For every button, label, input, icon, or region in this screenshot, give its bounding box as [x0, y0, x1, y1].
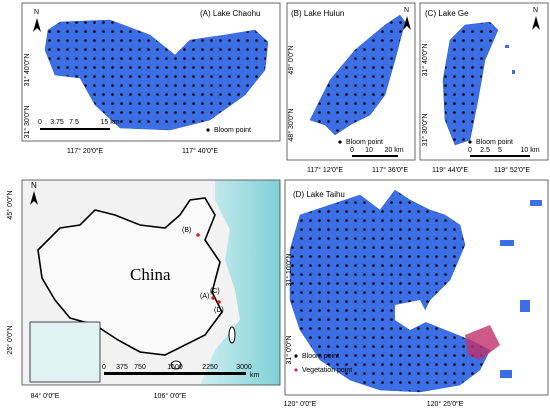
frame	[21, 179, 281, 386]
water-patch	[500, 240, 514, 246]
north-label: N	[404, 7, 409, 14]
inset-map	[29, 321, 101, 383]
scale-label: 10 km	[520, 147, 539, 154]
lon-label: 119° 44′0″E	[432, 166, 468, 174]
lat-label: 31° 30′0″N	[23, 105, 31, 138]
lat-label: 31° 40′0″N	[23, 53, 31, 86]
legend-dot	[294, 368, 298, 372]
north-arrow	[532, 16, 540, 30]
north-label: N	[34, 9, 39, 16]
vegetation-area	[465, 325, 500, 360]
panel-title: (B) Lake Hulun	[291, 9, 344, 18]
north-label: N	[533, 7, 538, 14]
country-label: China	[130, 265, 171, 284]
sea	[200, 180, 280, 385]
lat-label: 45° 0′0″N	[6, 190, 14, 219]
lat-label: 31° 0′0″N	[285, 335, 293, 364]
panel-title: (A) Lake Chaohu	[200, 9, 260, 18]
scale-bar	[40, 128, 110, 130]
lon-label: 119° 52′0″E	[494, 166, 530, 174]
scale-label: 2250	[202, 364, 218, 371]
scale-label: 0	[350, 147, 354, 154]
water-patch	[530, 200, 542, 206]
scale-bar	[352, 155, 398, 157]
north-arrow	[30, 191, 38, 205]
lake-marker: (D)	[214, 307, 224, 314]
lat-label: 31° 30′0″N	[421, 113, 429, 146]
scale-label: 2.5	[480, 147, 490, 154]
frame	[419, 2, 549, 161]
lake-taihu	[289, 189, 491, 393]
lake-marker: (C)	[210, 288, 220, 295]
lon-label: 84° 0′0″E	[31, 392, 60, 400]
scale-label: 3.75	[50, 119, 64, 126]
lake-ge	[442, 21, 499, 146]
scale-label: 0	[468, 147, 472, 154]
scale-label: 0	[102, 364, 106, 371]
panel-d: (D) Lake Taihu 31° 10′0″N 31° 0′0″N Bloo…	[284, 179, 549, 408]
scale-label: 15 km	[100, 119, 119, 126]
legend-label: Bloom point	[214, 127, 251, 134]
legend-dot	[338, 140, 342, 144]
water-patch	[500, 370, 512, 378]
lat-label: 49° 0′0″N	[287, 45, 295, 74]
lon-label: 117° 20′0″E	[67, 147, 103, 155]
north-arrow	[33, 18, 41, 32]
scale-bar	[104, 372, 246, 375]
scale-label: 5	[498, 147, 502, 154]
lake-location	[196, 233, 200, 237]
north-label: N	[31, 181, 37, 190]
scale-label: 750	[134, 364, 146, 371]
scale-label: 7.5	[69, 119, 79, 126]
scale-label: 20 km	[384, 147, 403, 154]
overview-map: N China (A) (B) (C) (D) 0 375 750 1500 2…	[6, 179, 281, 400]
scale-label: 0	[38, 119, 42, 126]
legend-label: Vegetation point	[302, 367, 352, 374]
lon-label: 120° 0′0″E	[284, 400, 317, 408]
panel-b: (B) Lake Hulun N 49° 0′0″N 48° 30′0″N Bl…	[286, 2, 416, 174]
legend-label: Bloom point	[476, 139, 513, 146]
lon-label: 120° 25′0″E	[427, 400, 464, 408]
legend-dot	[294, 354, 298, 358]
lake-marker: (B)	[182, 227, 191, 234]
water-patch	[505, 45, 509, 48]
north-arrow	[403, 16, 411, 30]
scale-label: 1500	[167, 364, 183, 371]
lake-marker: (A)	[200, 293, 209, 300]
frame	[286, 2, 416, 161]
lake-location	[217, 300, 221, 304]
panel-c: (C) Lake Ge N 31° 40′0″N 31° 30′0″N Bloo…	[419, 2, 549, 174]
island	[228, 326, 236, 344]
legend-dot	[468, 140, 472, 144]
lat-label: 25° 0′0″N	[6, 325, 14, 354]
scale-bar	[470, 155, 530, 157]
lake-hulun	[309, 14, 406, 136]
island	[170, 360, 182, 370]
panel-a: (A) Lake Chaohu N 31° 40′0″N 31° 30′0″N …	[21, 2, 281, 155]
scale-label: 3000	[236, 364, 252, 371]
legend-label: Bloom point	[302, 353, 339, 360]
scale-label: 375	[116, 364, 128, 371]
legend-dot	[206, 128, 210, 132]
lon-label: 117° 36′0″E	[372, 166, 408, 174]
water-patch	[512, 70, 515, 74]
water-patch	[520, 300, 530, 312]
lon-label: 117° 12′0″E	[307, 166, 343, 174]
peninsula	[395, 300, 430, 330]
lat-label: 31° 10′0″N	[285, 253, 293, 286]
lake-location	[211, 296, 215, 300]
lon-label: 117° 40′0″E	[182, 147, 218, 155]
lon-label: 106° 0′0″E	[154, 392, 187, 400]
panel-title: (C) Lake Ge	[425, 9, 469, 18]
panel-title: (D) Lake Taihu	[293, 190, 345, 199]
frame	[284, 179, 549, 396]
frame	[21, 2, 281, 142]
scale-unit: km	[250, 372, 260, 379]
scale-label: 10	[365, 147, 373, 154]
lat-label: 48° 30′0″N	[287, 108, 295, 141]
lat-label: 31° 40′0″N	[421, 43, 429, 76]
lake-chaohu	[44, 19, 269, 131]
legend-label: Bloom point	[346, 139, 383, 146]
